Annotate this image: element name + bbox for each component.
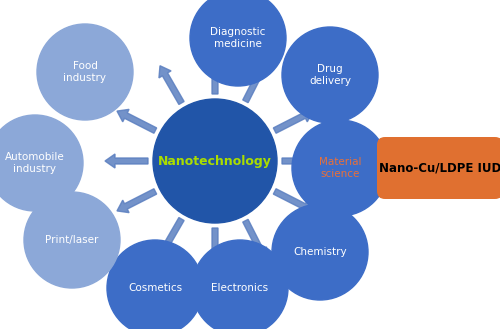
Text: Nano-Cu/LDPE IUD: Nano-Cu/LDPE IUD [379,162,500,174]
FancyArrow shape [242,219,266,259]
FancyArrow shape [282,154,325,168]
Text: Electronics: Electronics [212,283,268,293]
Text: Cosmetics: Cosmetics [128,283,182,293]
Text: Diagnostic
medicine: Diagnostic medicine [210,27,266,49]
FancyArrow shape [274,109,313,133]
Circle shape [153,99,277,223]
FancyArrow shape [242,63,266,103]
FancyArrow shape [117,109,156,133]
Text: Drug
delivery: Drug delivery [309,64,351,86]
FancyArrow shape [105,154,148,168]
Circle shape [107,240,203,329]
Circle shape [37,24,133,120]
Text: Print/laser: Print/laser [46,235,98,245]
FancyArrow shape [159,217,184,256]
Circle shape [24,192,120,288]
Text: Material
science: Material science [319,157,361,179]
Circle shape [282,27,378,123]
FancyArrow shape [381,157,395,179]
Text: Automobile
industry: Automobile industry [5,152,65,174]
Text: Nanotechnology: Nanotechnology [158,155,272,167]
FancyArrow shape [117,189,156,213]
FancyArrow shape [208,51,222,94]
Circle shape [272,204,368,300]
Circle shape [0,115,83,211]
Text: Food
industry: Food industry [64,61,106,83]
Circle shape [292,120,388,216]
FancyBboxPatch shape [377,137,500,199]
Circle shape [190,0,286,86]
Text: Chemistry: Chemistry [293,247,347,257]
Circle shape [192,240,288,329]
FancyArrow shape [159,66,184,105]
FancyArrow shape [274,189,313,213]
FancyArrow shape [208,228,222,271]
